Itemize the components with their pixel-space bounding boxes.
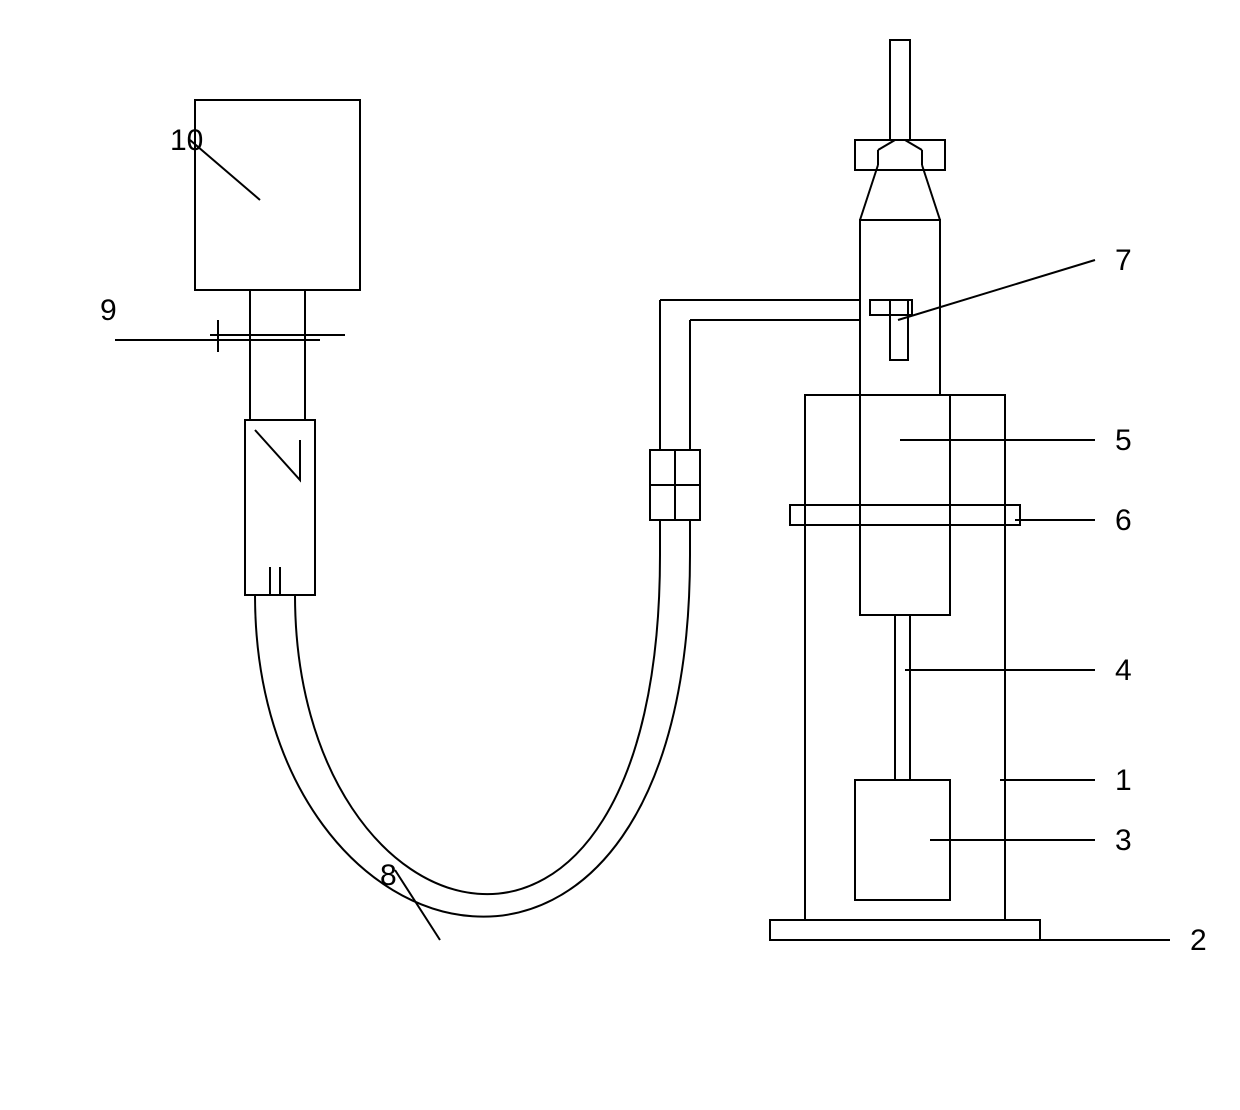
cap-box <box>855 140 945 170</box>
label-10: 10 <box>170 124 203 157</box>
taper-right <box>922 165 940 220</box>
label-9: 9 <box>100 294 117 327</box>
label-4: 4 <box>1115 654 1132 687</box>
leader-7 <box>898 260 1095 320</box>
tube-8-outer <box>255 555 690 917</box>
leader-8 <box>395 870 440 940</box>
component-7-tee-v <box>890 300 908 360</box>
label-5: 5 <box>1115 424 1132 457</box>
label-6: 6 <box>1115 504 1132 537</box>
label-8: 8 <box>380 859 397 892</box>
cap-v-r <box>905 140 922 150</box>
component-6-crossbar <box>790 505 1020 525</box>
label-1: 1 <box>1115 764 1132 797</box>
component-10-neck <box>250 290 305 420</box>
label-7: 7 <box>1115 244 1132 277</box>
technical-diagram: 1 2 3 4 5 6 7 8 9 10 <box>0 0 1240 1110</box>
component-4-rod <box>895 615 910 780</box>
component-10-box <box>195 100 360 290</box>
taper-left <box>860 165 878 220</box>
component-2-base <box>770 920 1040 940</box>
valve-beak <box>255 430 300 480</box>
top-stem <box>890 40 910 140</box>
stem-box <box>860 220 940 395</box>
tube-8-inner <box>295 555 660 894</box>
label-2: 2 <box>1190 924 1207 957</box>
label-3: 3 <box>1115 824 1132 857</box>
cap-v-l <box>878 140 895 150</box>
component-1-outer-cylinder <box>805 395 1005 920</box>
